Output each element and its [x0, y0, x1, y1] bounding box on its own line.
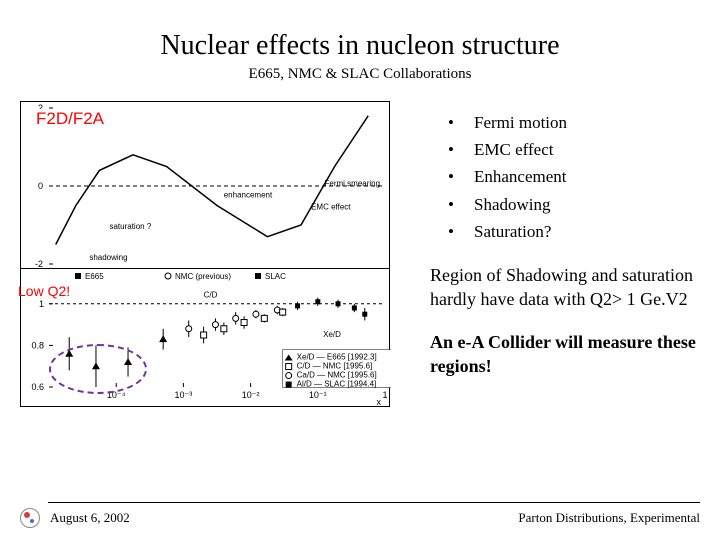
list-item: Shadowing [442, 191, 700, 218]
chart-bottom: 0.60.8110⁻⁴10⁻³10⁻²10⁻¹1xE665NMC (previo… [20, 269, 390, 407]
svg-text:-2: -2 [35, 259, 43, 269]
svg-text:NMC (previous): NMC (previous) [175, 272, 231, 281]
svg-text:Xe/D: Xe/D [323, 330, 341, 339]
svg-text:Al/D — SLAC [1994.4]: Al/D — SLAC [1994.4] [297, 380, 377, 389]
collider-text: An e-A Collider will measure these regio… [430, 330, 700, 379]
svg-text:10⁻¹: 10⁻¹ [309, 390, 327, 400]
svg-text:Xe/D — E665 [1992.3]: Xe/D — E665 [1992.3] [297, 353, 377, 362]
svg-text:Ca/D — NMC [1995.6]: Ca/D — NMC [1995.6] [297, 371, 377, 380]
list-item: Fermi motion [442, 109, 700, 136]
slide-title: Nuclear effects in nucleon structure [20, 30, 700, 62]
svg-text:x: x [377, 397, 382, 407]
list-item: EMC effect [442, 136, 700, 163]
lab-logo-icon [20, 508, 40, 528]
chart-bottom-label: Low Q2! [18, 283, 70, 299]
svg-text:10⁻³: 10⁻³ [175, 390, 193, 400]
list-item: Saturation? [442, 218, 700, 245]
slide-footer: August 6, 2002 Parton Distributions, Exp… [0, 508, 720, 528]
svg-text:C/D: C/D [204, 291, 218, 300]
footer-right: Parton Distributions, Experimental [518, 510, 700, 526]
svg-text:0: 0 [38, 181, 43, 191]
list-item: Enhancement [442, 163, 700, 190]
svg-text:SLAC: SLAC [265, 272, 286, 281]
charts-column: F2D/F2A -202saturation ?shadowingenhance… [20, 101, 400, 407]
svg-text:1: 1 [39, 299, 44, 309]
svg-text:Fermi smearing: Fermi smearing [325, 179, 381, 188]
svg-text:C/D — NMC [1995.6]: C/D — NMC [1995.6] [297, 362, 373, 371]
chart-top-label: F2D/F2A [34, 109, 106, 129]
text-column: Fermi motion EMC effect Enhancement Shad… [400, 101, 700, 407]
footer-divider [48, 502, 700, 503]
svg-text:0.6: 0.6 [31, 382, 44, 392]
footer-date: August 6, 2002 [50, 510, 130, 526]
svg-text:E665: E665 [85, 272, 104, 281]
low-q2-oval [49, 344, 147, 394]
svg-text:shadowing: shadowing [89, 253, 127, 262]
slide-header: Nuclear effects in nucleon structure E66… [0, 0, 720, 93]
slide-content: F2D/F2A -202saturation ?shadowingenhance… [0, 93, 720, 407]
effects-list: Fermi motion EMC effect Enhancement Shad… [430, 109, 700, 245]
svg-text:0.8: 0.8 [31, 340, 44, 350]
svg-text:saturation ?: saturation ? [109, 222, 151, 231]
svg-text:1: 1 [382, 390, 387, 400]
region-text: Region of Shadowing and saturation hardl… [430, 263, 700, 312]
svg-text:enhancement: enhancement [224, 191, 273, 200]
svg-text:EMC effect: EMC effect [311, 202, 351, 211]
slide-subtitle: E665, NMC & SLAC Collaborations [20, 66, 700, 83]
svg-text:10⁻²: 10⁻² [242, 390, 260, 400]
